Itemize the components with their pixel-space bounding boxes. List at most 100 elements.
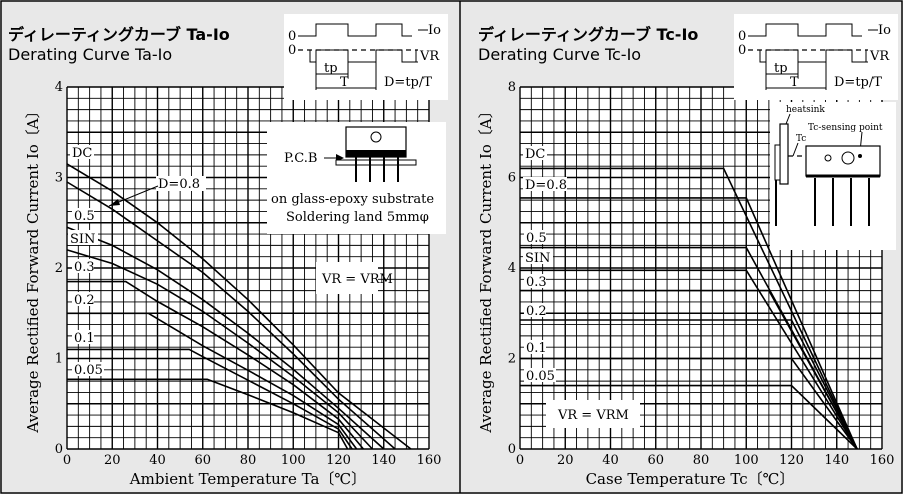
y-tick-label: 2 — [55, 261, 63, 276]
series-line — [67, 280, 365, 450]
label-bg — [524, 368, 556, 382]
x-tick-label: 160 — [417, 453, 442, 468]
heatsink-plate — [779, 123, 789, 185]
series-label-03: 0.3 — [74, 260, 95, 275]
series-labels: DC D=0.8 0.5 SIN 0.3 0.2 0.1 0.05 — [68, 145, 206, 378]
x-tick-label: 120 — [326, 453, 351, 468]
vr-label: VR — [419, 49, 440, 64]
x-tick-label: 80 — [693, 453, 710, 468]
tc-leader — [792, 142, 799, 157]
label-bg — [524, 230, 546, 244]
series-line — [520, 269, 858, 450]
y-tick-label: 8 — [508, 80, 516, 95]
sensing-point — [858, 154, 862, 158]
x-tick-label: 120 — [779, 453, 804, 468]
y-tick-label: 3 — [55, 171, 63, 186]
curves — [520, 167, 858, 450]
label-bg — [524, 340, 546, 354]
duty-label: D=tp/T — [384, 75, 432, 90]
x-tick-label: 40 — [149, 453, 166, 468]
series-label-005: 0.05 — [74, 363, 103, 378]
series-line — [520, 197, 858, 450]
vr-note-text: VR = VRM — [557, 408, 629, 423]
series-label-dc: DC — [72, 146, 92, 161]
x-tick-label: 20 — [104, 453, 121, 468]
heatsink-inset: heatsink Tc-sensing point Tc — [770, 102, 896, 250]
series-line — [67, 312, 358, 450]
y-tick-label: 4 — [508, 261, 516, 276]
x-tick-label: 160 — [870, 453, 895, 468]
period-label: T — [790, 75, 799, 90]
series-line — [520, 167, 858, 450]
chart-title-jp: ディレーティングカーブ Ta-Io — [8, 25, 230, 44]
label-bg — [523, 249, 553, 264]
series-label-sin: SIN — [70, 232, 95, 247]
tc-label: Tc — [796, 134, 806, 144]
label-bg — [523, 146, 547, 160]
y-tick-label: 0 — [55, 442, 63, 457]
label-bg — [70, 145, 94, 159]
io-wave — [748, 23, 862, 37]
y-tick-label: 6 — [508, 171, 516, 186]
y-tick-label: 2 — [508, 352, 516, 367]
series-label-02: 0.2 — [526, 304, 547, 319]
substrate-note: on glass-epoxy substrate — [271, 192, 434, 207]
waveform-box — [284, 14, 448, 100]
label-bg — [72, 330, 94, 344]
series-line — [66, 226, 385, 450]
y-tick-label: 0 — [508, 442, 516, 457]
series-label-d08: D=0.8 — [158, 177, 200, 192]
tp-label: tp — [324, 61, 338, 76]
label-bg — [68, 230, 98, 245]
label-bg — [72, 292, 94, 306]
series-line — [520, 384, 858, 450]
series-label-005: 0.05 — [526, 369, 555, 384]
series-line — [66, 249, 373, 450]
series-label-sin: SIN — [525, 251, 550, 266]
series-label-05: 0.5 — [526, 231, 547, 246]
bridge-base — [346, 150, 406, 157]
heatsink-label: heatsink — [786, 105, 825, 115]
x-tick-label: 60 — [194, 453, 211, 468]
series-line — [520, 289, 858, 450]
series-label-05: 0.5 — [74, 209, 95, 224]
y-tick-label: 4 — [55, 80, 63, 95]
io-label: Io — [428, 23, 441, 38]
zero-label: 0 — [738, 43, 746, 58]
series-label-dc: DC — [525, 147, 545, 162]
pcb-label: P.C.B — [284, 151, 317, 166]
series-line — [520, 319, 858, 450]
series-label-01: 0.1 — [526, 341, 547, 356]
tp-label: tp — [774, 61, 788, 76]
zero-label: 0 — [738, 29, 746, 44]
vr-note: VR = VRM — [546, 400, 640, 428]
series-labels: DC D=0.8 0.5 SIN 0.3 0.2 0.1 0.05 — [523, 146, 567, 384]
vr-note-box — [546, 400, 640, 428]
y-axis-label: Average Rectified Forward Current Io〔A〕 — [24, 103, 42, 433]
panel-ta-io: ディレーティングカーブ Ta-Io Derating Curve Ta-Io 0… — [2, 2, 459, 492]
io-label: Io — [878, 23, 891, 38]
waveform-box — [734, 14, 898, 100]
label-bg — [72, 362, 104, 376]
x-tick-labels: 0 20 40 60 80 100 120 140 160 — [516, 453, 895, 468]
x-axis-label: Ambient Temperature Ta〔℃〕 — [129, 470, 366, 488]
pcb-board — [335, 159, 417, 166]
waveform-inset: 00 Io VR tpT D=tp/T — [284, 14, 448, 100]
heatsink-fin — [774, 144, 781, 181]
x-tick-label: 0 — [63, 453, 71, 468]
x-tick-label: 80 — [240, 453, 257, 468]
series-line — [66, 163, 412, 450]
zero-label: 0 — [288, 43, 296, 58]
land-note: Soldering land 5mmφ — [286, 210, 429, 225]
device-hole — [841, 151, 855, 165]
label-bg — [523, 177, 567, 191]
leader-arrow — [109, 199, 120, 206]
y-tick-labels: 0 2 4 6 8 — [508, 80, 516, 457]
series-label-03: 0.3 — [526, 275, 547, 290]
x-tick-label: 100 — [734, 453, 759, 468]
chart-title-jp: ディレーティングカーブ Tc-Io — [478, 25, 698, 44]
chart-title-en: Derating Curve Tc-Io — [478, 45, 641, 64]
series-line — [520, 357, 858, 450]
